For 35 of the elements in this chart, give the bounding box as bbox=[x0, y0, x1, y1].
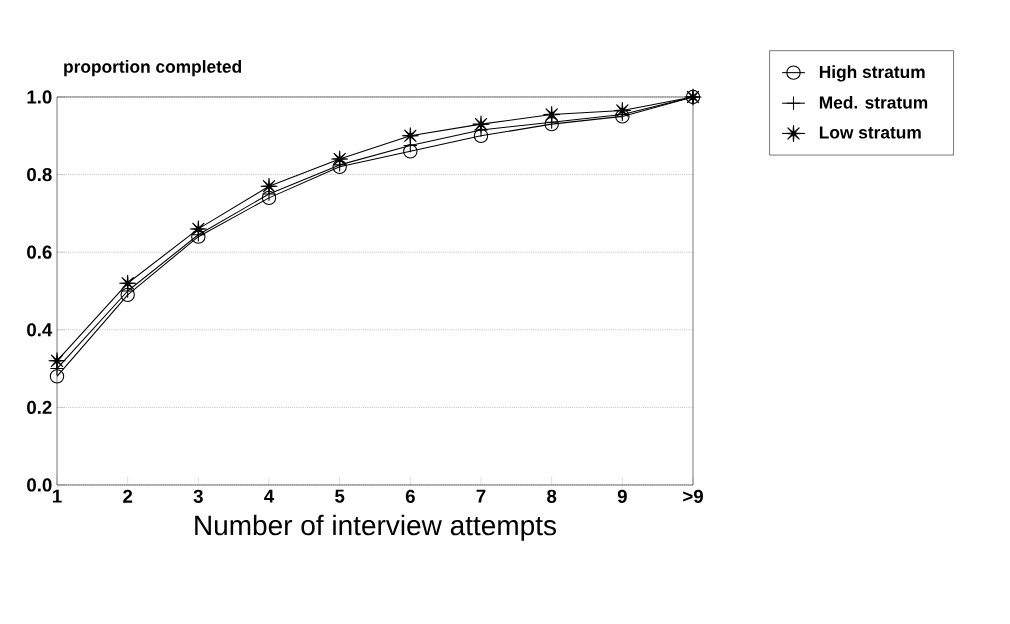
y-tick-label: 0.4 bbox=[27, 323, 53, 337]
x-tick-label: 4 bbox=[264, 489, 275, 503]
y-tick-label: 0.8 bbox=[27, 167, 52, 182]
x-tick-label: 5 bbox=[335, 489, 345, 503]
point bbox=[119, 274, 137, 292]
point bbox=[331, 150, 349, 168]
legend-label: Med. stratum bbox=[819, 95, 928, 109]
y-axis-title: proportion completed bbox=[64, 60, 242, 77]
point bbox=[120, 287, 135, 303]
point bbox=[260, 177, 278, 195]
x-tick-label: 2 bbox=[123, 489, 133, 503]
x-axis-title: Number of interview attempts bbox=[195, 514, 556, 541]
point bbox=[48, 352, 66, 370]
x-tick-label: 6 bbox=[405, 489, 415, 503]
x-tick-label: >9 bbox=[683, 489, 703, 503]
x-tick-label: 7 bbox=[476, 489, 486, 503]
y-tick-label: 0.2 bbox=[27, 400, 52, 414]
point bbox=[473, 128, 489, 143]
point bbox=[261, 190, 277, 206]
x-tick-label: 3 bbox=[193, 489, 203, 503]
point bbox=[543, 105, 561, 123]
x-tick-label: 8 bbox=[547, 489, 557, 503]
point bbox=[613, 102, 631, 120]
point bbox=[401, 127, 419, 145]
y-tick-label: 0.0 bbox=[27, 478, 52, 492]
x-tick-label: 9 bbox=[617, 489, 627, 503]
x-tick-label: 1 bbox=[52, 489, 62, 503]
point bbox=[472, 115, 490, 133]
point bbox=[403, 144, 418, 159]
legend-label: Low stratum bbox=[819, 126, 921, 139]
point bbox=[189, 220, 207, 238]
point bbox=[49, 369, 65, 384]
y-tick-label: 1.0 bbox=[27, 90, 52, 104]
y-tick-label: 0.6 bbox=[27, 245, 52, 259]
legend-label: High stratum bbox=[819, 65, 925, 82]
